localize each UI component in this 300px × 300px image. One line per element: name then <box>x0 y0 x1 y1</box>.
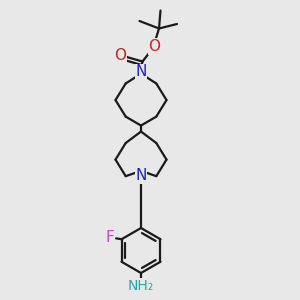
Text: NH₂: NH₂ <box>128 279 154 292</box>
Text: N: N <box>135 168 147 183</box>
Text: N: N <box>135 64 147 80</box>
Text: F: F <box>106 230 115 245</box>
Text: O: O <box>148 39 160 54</box>
Text: O: O <box>114 48 126 63</box>
